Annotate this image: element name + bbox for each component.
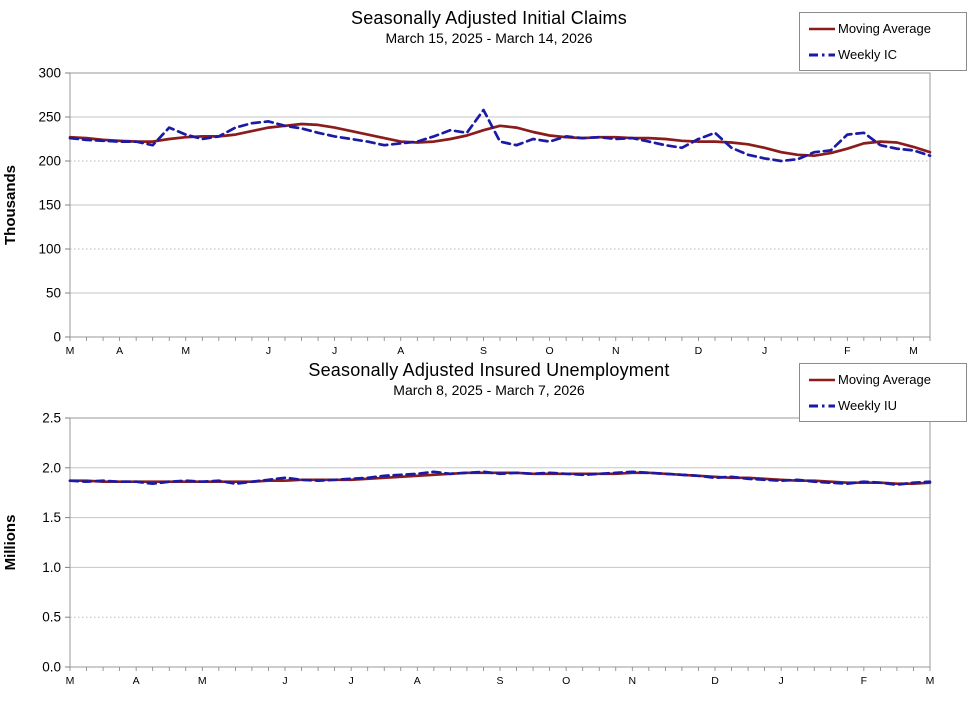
weekly-ic-line-sample-icon bbox=[809, 53, 835, 56]
month-label: F bbox=[861, 675, 867, 687]
month-label: S bbox=[480, 345, 487, 357]
y-axis-title: Thousands bbox=[2, 165, 19, 245]
month-label: A bbox=[414, 675, 421, 687]
y-tick-label: 0.5 bbox=[42, 610, 61, 625]
month-label: M bbox=[66, 345, 75, 357]
month-label: F bbox=[844, 345, 850, 357]
month-label: M bbox=[181, 345, 190, 357]
month-label: J bbox=[762, 345, 767, 357]
month-label: M bbox=[198, 675, 207, 687]
legend-label-weekly-iu: Weekly IU bbox=[838, 398, 897, 413]
month-label: J bbox=[266, 345, 271, 357]
y-axis-title: Millions bbox=[2, 515, 19, 571]
month-label: J bbox=[332, 345, 337, 357]
moving-average-line-sample-icon bbox=[809, 27, 835, 30]
weekly-iu-line-sample-icon bbox=[809, 404, 835, 407]
month-label: M bbox=[926, 675, 935, 687]
legend-row-weekly-ic: Weekly IC bbox=[808, 47, 962, 62]
month-label: J bbox=[779, 675, 784, 687]
y-tick-label: 0.0 bbox=[42, 660, 61, 675]
month-label: D bbox=[711, 675, 719, 687]
weekly-iu-line bbox=[68, 470, 932, 487]
month-label: D bbox=[695, 345, 703, 357]
y-tick-label: 1.0 bbox=[42, 560, 61, 575]
y-tick-label: 250 bbox=[38, 110, 61, 125]
month-label: M bbox=[66, 675, 75, 687]
month-label: J bbox=[282, 675, 287, 687]
legend-row-moving-average: Moving Average bbox=[808, 21, 962, 36]
month-label: A bbox=[133, 675, 140, 687]
y-tick-label: 2.0 bbox=[42, 460, 61, 475]
month-label: J bbox=[349, 675, 354, 687]
y-tick-label: 150 bbox=[38, 198, 61, 213]
legend-row-moving-average: Moving Average bbox=[808, 372, 962, 387]
initial-claims-legend: Moving Average Weekly IC bbox=[799, 12, 967, 71]
y-tick-label: 2.5 bbox=[42, 411, 61, 426]
plot-border bbox=[69, 417, 931, 668]
month-label: O bbox=[562, 675, 570, 687]
moving-average-line bbox=[68, 122, 932, 158]
initial-claims-plot: 0 50 100 150 200 250 300 M A M J J A S O N D J F M Thousands bbox=[2, 66, 932, 357]
month-label: M bbox=[909, 345, 918, 357]
y-tick-label: 100 bbox=[38, 242, 61, 257]
insured-unemployment-plot: 0.0 0.5 1.0 1.5 2.0 2.5 M A M J J A S O N D J F M Millions bbox=[2, 411, 934, 688]
month-label: N bbox=[629, 675, 637, 687]
moving-average-line-sample-icon bbox=[809, 378, 835, 381]
month-label: N bbox=[612, 345, 620, 357]
legend-label-weekly-ic: Weekly IC bbox=[838, 47, 897, 62]
legend-row-weekly-iu: Weekly IU bbox=[808, 398, 962, 413]
legend-label-moving-average: Moving Average bbox=[838, 372, 931, 387]
y-tick-label: 0 bbox=[53, 330, 61, 345]
legend-label-moving-average: Moving Average bbox=[838, 21, 931, 36]
y-tick-label: 200 bbox=[38, 154, 61, 169]
insured-unemployment-legend: Moving Average Weekly IU bbox=[799, 363, 967, 422]
month-label: A bbox=[397, 345, 404, 357]
y-tick-label: 300 bbox=[38, 66, 61, 81]
month-label: O bbox=[546, 345, 554, 357]
month-label: S bbox=[496, 675, 503, 687]
month-label: A bbox=[116, 345, 123, 357]
weekly-ic-line bbox=[68, 108, 932, 163]
y-tick-label: 1.5 bbox=[42, 510, 61, 525]
y-tick-label: 50 bbox=[46, 286, 61, 301]
